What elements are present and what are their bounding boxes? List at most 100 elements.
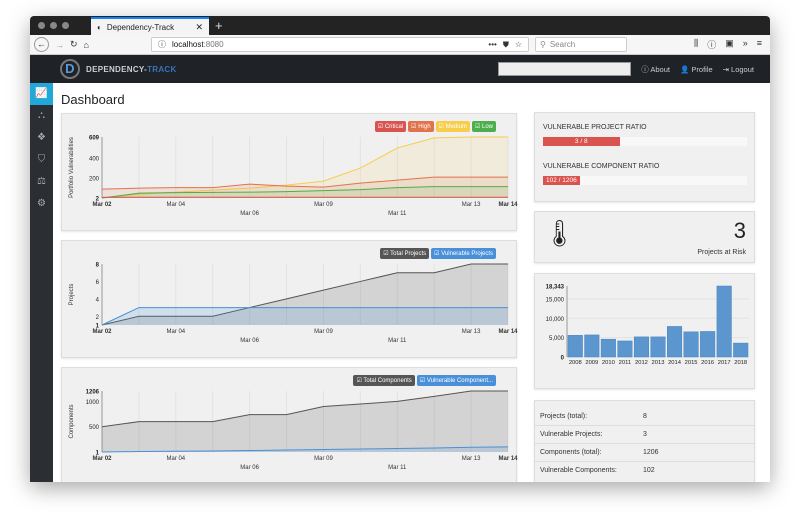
legend-toggle-2[interactable]: ☑ Medium [435,121,470,132]
new-tab-button[interactable]: + [215,18,223,33]
tab-bar: ◐ Dependency-Track ✕ + [30,16,770,35]
series-line-0 [101,263,508,326]
legend-toggle-0[interactable]: ☑ Total Components [353,375,415,386]
browser-window: ◐ Dependency-Track ✕ + ← → ↻ ⌂ ⓘ localhost:… [30,16,770,482]
bar-2014[interactable] [667,326,683,358]
legend-toggle-1[interactable]: ☑ Vulnerable Projects [431,248,496,259]
sidebar: 📈 ⛬ ❖ ⛉ ⚖ ⚙ [30,83,53,482]
y-tick-label: 500 [89,425,100,431]
x-tick-label: Mar 02 [92,202,112,208]
series-area [102,264,508,325]
y-tick-label: 18,343 [546,285,565,291]
bar-2012[interactable] [633,336,649,358]
x-tick-label: Mar 06 [240,465,259,471]
bar-2016[interactable] [700,331,716,358]
more-icon[interactable]: ••• [488,39,497,49]
reload-button[interactable]: ↻ [70,39,78,49]
project-ratio-label: VULNERABLE PROJECT RATIO [543,124,647,131]
y-tick-label: 10,000 [546,317,565,323]
components-icon[interactable]: ❖ [37,132,46,143]
main-content: Dashboard ☑ Critical ☑ High ☑ Medium ☑ Low 2… [53,83,770,482]
y-tick-label: 1 [96,324,100,330]
stat-row: Vulnerable Components: 102 [535,461,754,479]
stat-value: 8 [643,412,647,420]
bar-2009[interactable] [584,334,600,358]
legend-label: Critical [384,124,404,130]
extension-icon[interactable]: ⓘ [707,40,717,50]
risk-label: Projects at Risk [697,249,746,256]
projects-chart-card: ☑ Total Projects ☑ Vulnerable Projects 1 2 4… [61,240,518,358]
x-tick-label: Mar 13 [462,202,481,208]
projects-icon[interactable]: ⛬ [38,110,45,121]
legend-toggle-3[interactable]: ☑ Low [471,121,496,132]
chart-legend: ☑ Total Projects ☑ Vulnerable Projects [380,248,496,259]
sidebar-icon[interactable]: ▣ [725,38,734,48]
stat-label: Components (total): [540,449,602,456]
x-tick-label: 2015 [685,360,698,366]
close-tab-icon[interactable]: ✕ [195,21,203,32]
project-ratio-bar: 3 / 8 [543,137,747,146]
projects-at-risk-card: 🌡 3 Projects at Risk [534,211,755,263]
settings-icon[interactable]: ⚙ [37,198,46,209]
library-icon[interactable]: ⫼ [694,38,699,48]
y-axis-label: Projects [69,284,75,306]
legend-toggle-0[interactable]: ☑ Critical [374,121,407,132]
browser-tab[interactable]: ◐ Dependency-Track ✕ [91,17,209,35]
nav-search-input[interactable] [498,62,632,76]
back-button[interactable]: ← [34,37,49,52]
legend-label: Total Projects [390,251,427,257]
x-tick-label: Mar 06 [240,338,259,344]
pocket-icon[interactable]: ⛊ [502,39,509,49]
home-button[interactable]: ⌂ [83,39,89,50]
y-tick-label: 609 [89,136,100,142]
bar-chart-svg: 0 5,000 10,000 18,343 15,000 2008 2009 2010 2011… [546,285,749,366]
profile-link[interactable]: 👤 Profile [679,64,713,74]
bar-2013[interactable] [650,336,666,358]
x-tick-label: 2012 [635,360,648,366]
x-tick-label: Mar 02 [92,329,112,335]
x-tick-label: Mar 02 [92,456,112,462]
y-tick-label: 1206 [86,390,100,396]
project-ratio-fill: 3 / 8 [543,137,620,146]
licenses-icon[interactable]: ⚖ [37,176,46,187]
chart-legend: ☑ Critical ☑ High ☑ Medium ☑ Low [374,121,496,132]
x-tick-label: Mar 09 [314,456,333,462]
bar-2010[interactable] [600,338,616,358]
stat-label: Vulnerable Projects: [540,431,603,438]
browser-search-input[interactable]: ⚲ Search [534,37,627,52]
window-controls[interactable] [30,16,77,35]
logo-icon: D [60,59,80,79]
vulnerabilities-icon[interactable]: ⛉ [37,154,46,165]
chart-svg: 1 2 4 6 8 Mar 02 Mar 04 Mar 06 Mar 09 Mar 11 Mar 1… [69,263,518,345]
bookmark-star-icon[interactable]: ☆ [514,39,522,49]
legend-toggle-0[interactable]: ☑ Total Projects [380,248,430,259]
legend-toggle-1[interactable]: ☑ High [408,121,434,132]
about-link[interactable]: ⓘ About [641,64,670,74]
bar-2018[interactable] [733,342,749,358]
x-tick-label: Mar 04 [166,456,185,462]
logout-link[interactable]: ⇥ Logout [722,64,754,74]
brand-logo[interactable]: D DEPENDENCY-TRACK [60,59,177,79]
dashboard-icon[interactable]: 📈 [30,83,53,105]
vulnerabilities-by-year-card: 0 5,000 10,000 18,343 15,000 2008 2009 2010 2011… [534,273,755,389]
legend-toggle-1[interactable]: ☑ Vulnerable Component... [416,375,496,386]
menu-icon[interactable]: ≡ [756,38,762,48]
x-tick-label: Mar 11 [388,465,407,471]
bar-2008[interactable] [567,335,583,358]
stat-value: 3 [643,431,647,438]
component-ratio-label: VULNERABLE COMPONENT RATIO [543,163,660,170]
url-bar[interactable]: ⓘ localhost:8080 ••• ⛊ ☆ [150,37,529,52]
series-line-0 [101,390,508,428]
stats-card: Projects (total): 8 Vulnerable Projects: 3 C… [534,400,755,482]
y-tick-label: 15,000 [546,297,565,303]
stat-value: 102 [643,467,655,474]
risk-value: 3 [733,218,746,243]
x-tick-label: Mar 04 [166,329,185,335]
forward-button[interactable]: → [55,39,64,50]
bar-2015[interactable] [683,331,699,358]
x-tick-label: Mar 09 [314,202,333,208]
overflow-icon[interactable]: » [742,38,748,48]
bar-2017[interactable] [716,285,732,358]
bar-2011[interactable] [617,340,633,358]
y-tick-label: 2 [96,315,100,321]
